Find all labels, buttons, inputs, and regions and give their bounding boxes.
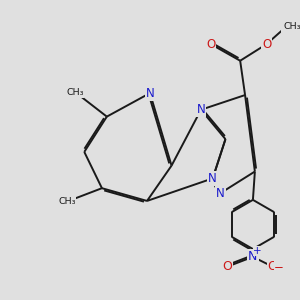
Text: N: N [146,87,154,100]
Text: CH₃: CH₃ [284,22,300,32]
Text: N: N [216,187,225,200]
Text: O: O [206,38,215,51]
Text: −: − [274,261,284,274]
Text: CH₃: CH₃ [58,197,76,206]
Text: O: O [262,38,271,51]
Text: N: N [248,250,258,263]
Text: O: O [268,260,278,273]
Text: CH₃: CH₃ [66,88,84,97]
Text: N: N [208,172,217,185]
Text: +: + [253,246,262,256]
Text: N: N [196,103,205,116]
Text: O: O [223,260,232,273]
